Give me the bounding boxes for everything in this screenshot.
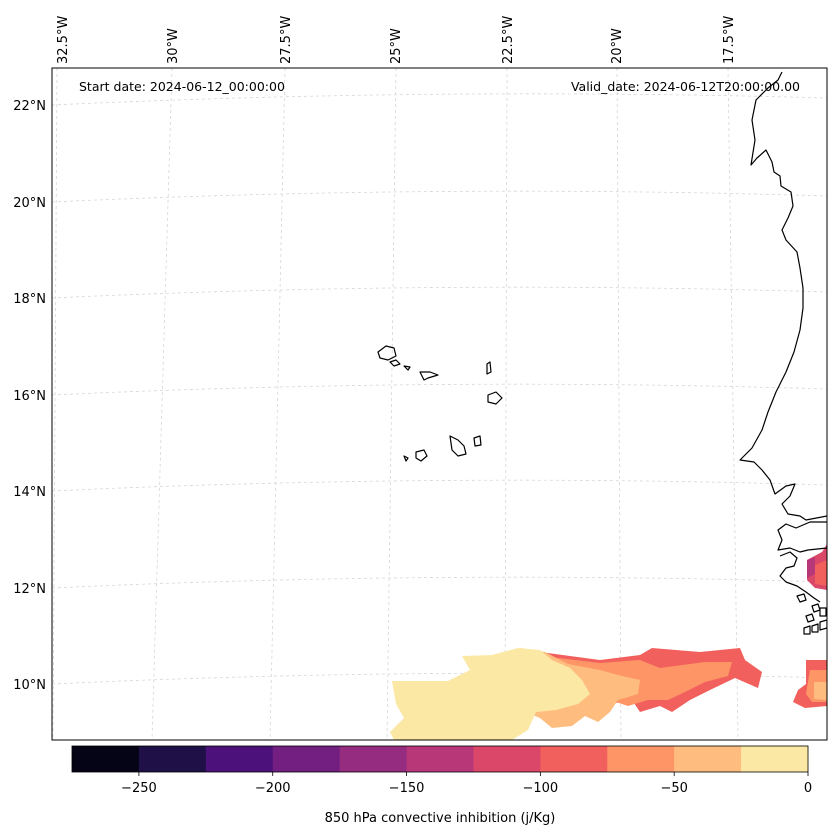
map-frame [51, 67, 828, 741]
meridian-27-5w [269, 68, 286, 740]
colorbar-tick-label: −150 [389, 781, 425, 796]
colorbar-tick-label: 0 [804, 781, 812, 796]
lon-label-30w: 30°W [166, 28, 181, 64]
island-sao-nicolau [419, 371, 439, 381]
colorbar-segment [339, 746, 408, 772]
cin-region-coast-minus-100 [815, 560, 827, 586]
cin-region-east-minus-25 [814, 682, 827, 700]
lon-label-20w: 20°W [610, 28, 625, 64]
cin-region-coast-minus-150 [807, 557, 815, 578]
colorbar-ticks: −250 −200 −150 −100 −50 0 [121, 772, 812, 796]
lat-label-22n: 22°N [13, 99, 46, 114]
colorbar-segments [72, 746, 809, 772]
valid-date-label: Valid_date: 2024-06-12T20:00:00.00 [571, 79, 800, 94]
lat-label-20n: 20°N [13, 196, 46, 211]
island-maio [473, 435, 482, 447]
colorbar-segment [72, 746, 140, 772]
african-coast [739, 71, 827, 521]
lat-label-14n: 14°N [13, 485, 46, 500]
colorbar-segment [205, 746, 274, 772]
gambia-inlet [777, 521, 827, 553]
colorbar-segment [607, 746, 675, 772]
lat-label-12n: 12°N [13, 582, 46, 597]
colorbar-segment [540, 746, 608, 772]
latitude-labels: 22°N 20°N 18°N 16°N 14°N 12°N 10°N [13, 99, 46, 693]
colorbar-label: 850 hPa convective inhibition (j/Kg) [325, 811, 556, 826]
meridian-25w [386, 68, 397, 740]
island-santiago [449, 435, 467, 457]
parallel-18n [52, 286, 827, 299]
island-sal [486, 361, 492, 375]
lat-label-18n: 18°N [13, 292, 46, 307]
lon-label-25w: 25°W [389, 28, 404, 64]
meridian-20w [616, 68, 622, 740]
colorbar: −250 −200 −150 −100 −50 0 850 hPa convective … [71, 745, 812, 826]
map-background [52, 68, 827, 740]
graticule [52, 68, 827, 740]
lon-label-27-5w: 27.5°W [279, 16, 294, 64]
lat-label-10n: 10°N [13, 678, 46, 693]
parallel-14n [52, 479, 827, 492]
lat-label-16n: 16°N [13, 389, 46, 404]
colorbar-segment [674, 746, 742, 772]
meridian-22-5w [504, 68, 508, 740]
colorbar-tick-label: −100 [523, 781, 559, 796]
start-date-label: Start date: 2024-06-12_00:00:00 [79, 79, 285, 94]
colorbar-segment [272, 746, 341, 772]
lon-label-17-5w: 17.5°W [722, 16, 737, 64]
island-santo-antao [377, 345, 397, 361]
colorbar-tick-label: −200 [255, 781, 291, 796]
colorbar-segment [741, 746, 809, 772]
parallel-12n [52, 576, 827, 589]
colorbar-tick-label: −250 [121, 781, 157, 796]
cin-region-0-to-minus-25 [390, 648, 590, 740]
colorbar-segment [473, 746, 541, 772]
colorbar-frame [71, 745, 809, 773]
parallel-20n [52, 190, 827, 203]
meridian-32-5w [52, 68, 58, 740]
colorbar-tick-label: −50 [660, 781, 687, 796]
island-sao-vicente [389, 359, 401, 367]
parallel-10n [52, 672, 827, 685]
lon-label-22-5w: 22.5°W [501, 16, 516, 64]
island-santa-luzia [403, 365, 411, 371]
colorbar-segment [138, 746, 207, 772]
island-brava [403, 455, 409, 462]
parallel-22n [52, 93, 827, 106]
colorbar-segment [406, 746, 474, 772]
island-boa-vista [487, 391, 503, 405]
coastlines [377, 71, 827, 635]
parallel-16n [52, 383, 827, 396]
cin-contours [390, 544, 827, 740]
longitude-labels: 32.5°W 30°W 27.5°W 25°W 22.5°W 20°W 17.5… [56, 16, 737, 64]
meridian-17-5w [727, 68, 739, 740]
island-fogo [415, 449, 428, 462]
lon-label-32-5w: 32.5°W [56, 16, 71, 64]
bijagos-islands [796, 593, 827, 635]
guinea-bissau-coast [779, 551, 821, 603]
meridian-30w [151, 68, 173, 740]
